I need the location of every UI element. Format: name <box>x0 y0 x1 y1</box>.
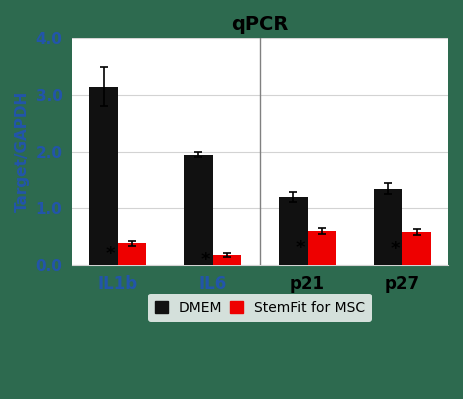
Bar <box>213 255 241 265</box>
Text: *: * <box>201 251 210 269</box>
Text: *: * <box>296 239 305 257</box>
Bar <box>402 232 431 265</box>
Text: *: * <box>391 239 400 258</box>
Legend: DMEM, StemFit for MSC: DMEM, StemFit for MSC <box>148 294 372 322</box>
Bar <box>307 231 336 265</box>
Title: qPCR: qPCR <box>232 15 289 34</box>
Bar <box>374 188 402 265</box>
Bar <box>184 154 213 265</box>
Bar <box>89 87 118 265</box>
Y-axis label: Target/GAPDH: Target/GAPDH <box>15 91 30 212</box>
Text: *: * <box>106 245 115 263</box>
Bar <box>118 243 146 265</box>
Bar <box>279 197 307 265</box>
